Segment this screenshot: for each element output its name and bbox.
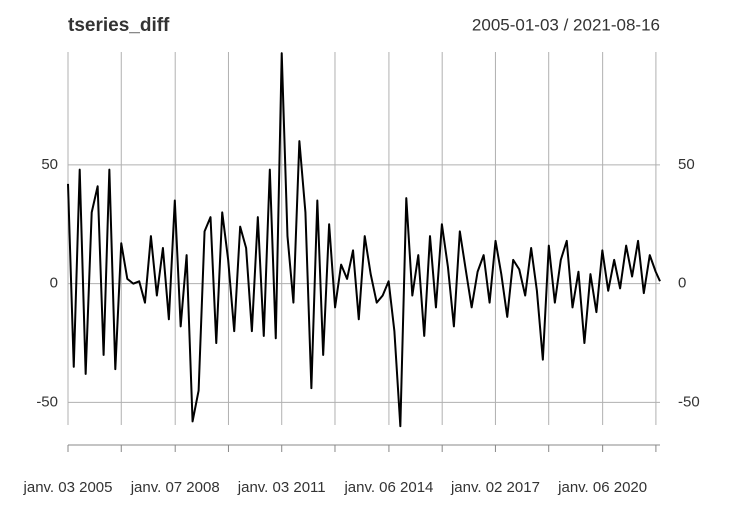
y-tick-label: 50 — [678, 156, 695, 173]
x-tick-label: janv. 02 2017 — [450, 479, 540, 496]
y-tick-label: 0 — [50, 275, 58, 292]
y-tick-label: -50 — [36, 393, 58, 410]
y-tick-label: 0 — [678, 275, 686, 292]
chart-title: tseries_diff — [68, 15, 170, 36]
x-tick-label: janv. 03 2005 — [23, 479, 113, 496]
x-tick-label: janv. 03 2011 — [237, 479, 326, 496]
x-tick-label: janv. 07 2008 — [130, 479, 220, 496]
x-tick-label: janv. 06 2014 — [343, 479, 433, 496]
date-range: 2005-01-03 / 2021-08-16 — [472, 15, 660, 34]
series-line — [67, 52, 661, 428]
x-tick-label: janv. 06 2020 — [557, 479, 647, 496]
y-tick-label: -50 — [678, 393, 700, 410]
y-tick-label: 50 — [41, 156, 58, 173]
